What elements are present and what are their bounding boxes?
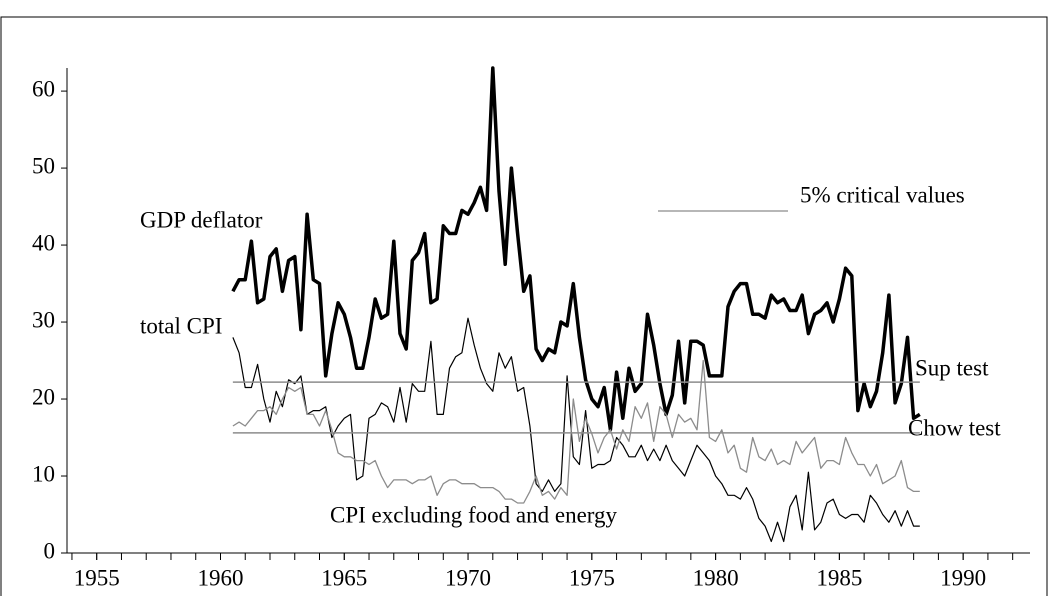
x-tick-label: 1980 [693, 565, 739, 590]
frame [0, 16, 1048, 596]
y-tick-label: 20 [32, 384, 55, 409]
series-line [232, 359, 920, 504]
y-tick-label: 60 [32, 76, 55, 101]
y-tick-label: 30 [32, 307, 55, 332]
x-tick-label: 1960 [197, 565, 243, 590]
series-line [231, 66, 921, 432]
x-tick-label: 1955 [74, 565, 120, 590]
y-tick-label: 40 [32, 230, 55, 255]
y-tick-label: 10 [32, 461, 55, 486]
critical-label: Chow test [908, 415, 1001, 440]
y-tick-label: 0 [44, 538, 56, 563]
x-tick-label: 1975 [569, 565, 615, 590]
series-line [232, 317, 920, 543]
series-label: total CPI [140, 313, 222, 338]
series-label: CPI excluding food and energy [330, 502, 618, 527]
x-tick-label: 1965 [321, 565, 367, 590]
x-tick-label: 1985 [816, 565, 862, 590]
y-tick-label: 50 [32, 153, 55, 178]
x-tick-label: 1970 [445, 565, 491, 590]
legend-label: 5% critical values [800, 182, 965, 207]
critical-label: Sup test [915, 355, 989, 380]
series-label: GDP deflator [140, 207, 263, 232]
x-tick-label: 1990 [940, 565, 986, 590]
